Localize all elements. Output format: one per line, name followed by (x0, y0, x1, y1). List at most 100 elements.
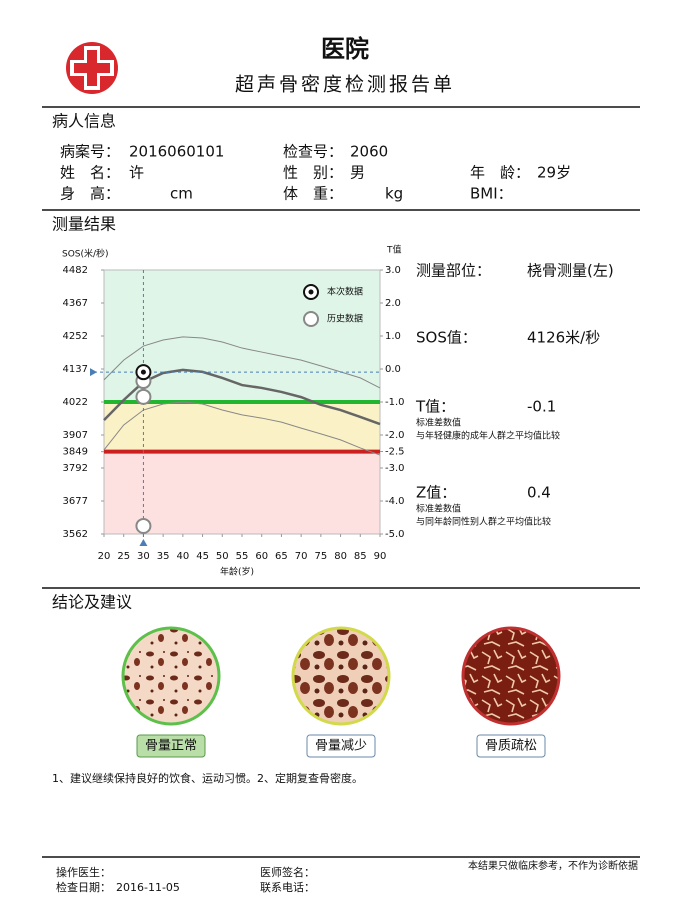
y2-tick-label: 3.0 (385, 265, 401, 276)
label-box (136, 734, 206, 758)
field-value: 29岁 (537, 164, 571, 182)
field-label: 体 重： (283, 185, 343, 203)
logo (66, 42, 118, 94)
y-tick-label: 4137 (63, 364, 88, 375)
field-label: 年 龄： (470, 164, 530, 182)
footer-label: 操作医生： (56, 865, 111, 879)
legend-label: 历史数据 (327, 313, 363, 325)
bone-image (121, 626, 221, 726)
y2-tick-label: -1.0 (385, 397, 405, 408)
title: 医院 (321, 35, 369, 63)
footer-label: 联系电话： (260, 881, 315, 894)
bone-labels: 骨量正常 骨量减少 骨质疏松 (136, 734, 546, 758)
result-label: T值： (415, 398, 455, 416)
reference-curve (103, 336, 381, 389)
data-point-center (140, 369, 146, 375)
y2-tick-label: -4.0 (385, 496, 405, 507)
field-unit: kg (385, 185, 403, 203)
y-tick-label: 3562 (63, 529, 88, 540)
x-tick-label: 30 (137, 551, 150, 562)
field-label: 病案号： (60, 143, 120, 161)
footer-value: 2016-11-05 (116, 881, 180, 894)
y2-tick-label: -2.0 (385, 430, 405, 441)
label-box (476, 734, 546, 758)
bone-label: 骨量减少 (315, 739, 367, 754)
result-label: Z值： (416, 484, 456, 502)
y-tick-label: 4367 (63, 298, 88, 309)
y-tick-label: 3907 (63, 430, 88, 441)
x-tick-label: 40 (176, 551, 189, 562)
field-label: 检查号： (283, 143, 343, 161)
reference-curve (103, 401, 381, 456)
y2-tick-label: -5.0 (385, 529, 405, 540)
y2-tick-label: -2.5 (385, 447, 405, 458)
field-label: 身 高： (60, 185, 120, 203)
crosshair-arrow (139, 539, 148, 546)
result-value: 桡骨测量(左) (527, 262, 614, 280)
y2-tick-label: -3.0 (385, 463, 405, 474)
result-label: 测量部位： (416, 262, 491, 280)
result-value: 0.4 (527, 484, 551, 502)
y-tick-label: 3792 (63, 463, 88, 474)
field-value: 男 (350, 164, 365, 182)
y2-axis-label: T值 (386, 244, 402, 256)
band (104, 402, 380, 452)
result-note: 标准差数值 (416, 503, 461, 515)
legend-marker (303, 311, 319, 327)
field-label: 姓 名： (60, 164, 120, 182)
result-note: 与年轻健康的成年人群之平均值比较 (416, 430, 560, 442)
y2-tick-label: 2.0 (385, 298, 401, 309)
legend-label: 本次数据 (327, 286, 363, 298)
y-tick-label: 3849 (63, 447, 88, 458)
y-tick-label: 3677 (63, 496, 88, 507)
field-unit: cm (170, 185, 193, 203)
x-tick-label: 55 (236, 551, 249, 562)
x-tick-label: 35 (157, 551, 170, 562)
subtitle: 超声骨密度检测报告单 (235, 74, 455, 96)
x-axis-label: 年龄(岁) (220, 566, 254, 578)
field-label: 性 别： (283, 164, 343, 182)
y-tick-label: 4022 (63, 397, 88, 408)
field-value: 2060 (350, 143, 388, 161)
bone-label: 骨量正常 (145, 739, 197, 754)
band (104, 451, 380, 534)
result-value: -0.1 (527, 398, 556, 416)
y2-tick-label: 1.0 (385, 331, 401, 342)
advice: 1、建议继续保持良好的饮食、运动习惯。2、定期复查骨密度。 (52, 771, 363, 785)
x-tick-label: 70 (295, 551, 308, 562)
result-label: SOS值： (416, 329, 477, 347)
x-tick-label: 45 (196, 551, 209, 562)
y-tick-label: 4482 (63, 265, 88, 276)
data-point (135, 517, 152, 534)
field-value: 许 (129, 164, 144, 182)
legend-marker (308, 289, 314, 295)
section-title: 病人信息 (52, 112, 116, 131)
x-tick-label: 85 (354, 551, 367, 562)
crosshair-arrow (90, 368, 97, 377)
section-title: 结论及建议 (52, 593, 132, 612)
y2-tick-label: 0.0 (385, 364, 401, 375)
x-tick-label: 25 (117, 551, 130, 562)
x-tick-label: 90 (374, 551, 387, 562)
y-axis-label: SOS(米/秒) (62, 248, 109, 260)
x-tick-label: 65 (275, 551, 288, 562)
field-value: 2016060101 (129, 143, 224, 161)
x-tick-label: 60 (255, 551, 268, 562)
x-tick-label: 80 (334, 551, 347, 562)
section-title: 测量结果 (52, 215, 116, 234)
bone-image (291, 626, 391, 726)
chart: 3562 3677 3792 3849 3907 4022 4137 4252 4367 4482… (62, 244, 405, 578)
result-value: 4126米/秒 (527, 329, 600, 347)
footer-note: 本结果只做临床参考，不作为诊断依据 (468, 859, 638, 872)
result-note: 标准差数值 (416, 417, 461, 429)
field-label: BMI： (470, 185, 513, 203)
footer-label: 医师签名： (260, 865, 315, 879)
x-tick-label: 50 (216, 551, 229, 562)
result-note: 与同年龄同性别人群之平均值比较 (416, 516, 551, 528)
data-point (135, 388, 152, 405)
footer-label: 检查日期： (56, 880, 111, 894)
label-box (306, 734, 376, 758)
y-tick-label: 4252 (63, 331, 88, 342)
x-tick-label: 75 (314, 551, 327, 562)
